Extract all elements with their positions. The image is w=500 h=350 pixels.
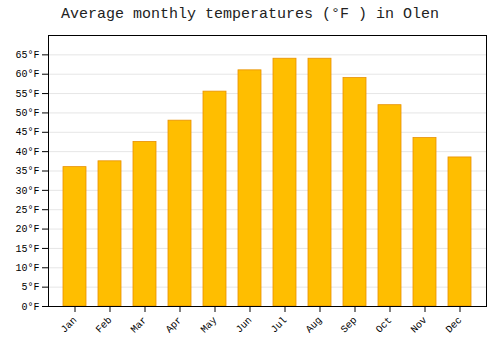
svg-text:Jul: Jul xyxy=(269,315,290,336)
svg-text:45°F: 45°F xyxy=(15,127,39,138)
svg-text:15°F: 15°F xyxy=(15,244,39,255)
svg-text:Mar: Mar xyxy=(129,315,150,336)
svg-text:Nov: Nov xyxy=(409,315,430,336)
svg-text:May: May xyxy=(199,315,220,336)
svg-text:40°F: 40°F xyxy=(15,147,39,158)
svg-text:20°F: 20°F xyxy=(15,224,39,235)
html-text:Average monthly temperatures (: Average monthly temperatures (°F ) in Ol… xyxy=(61,6,439,23)
svg-text:25°F: 25°F xyxy=(15,205,39,216)
svg-text:Oct: Oct xyxy=(374,315,395,336)
svg-text:5°F: 5°F xyxy=(21,282,39,293)
svg-text:10°F: 10°F xyxy=(15,263,39,274)
svg-text:55°F: 55°F xyxy=(15,89,39,100)
svg-text:35°F: 35°F xyxy=(15,166,39,177)
svg-text:65°F: 65°F xyxy=(15,50,39,61)
svg-text:30°F: 30°F xyxy=(15,186,39,197)
svg-text:Sep: Sep xyxy=(339,315,360,336)
svg-text:Dec: Dec xyxy=(444,315,465,336)
svg-text:50°F: 50°F xyxy=(15,108,39,119)
svg-text:Feb: Feb xyxy=(94,315,115,336)
svg-text:Jan: Jan xyxy=(59,315,80,336)
svg-text:Apr: Apr xyxy=(164,315,185,336)
svg-text:0°F: 0°F xyxy=(21,302,39,313)
svg-text:Jun: Jun xyxy=(234,315,255,336)
svg-text:60°F: 60°F xyxy=(15,69,39,80)
svg-text:Aug: Aug xyxy=(304,315,325,336)
